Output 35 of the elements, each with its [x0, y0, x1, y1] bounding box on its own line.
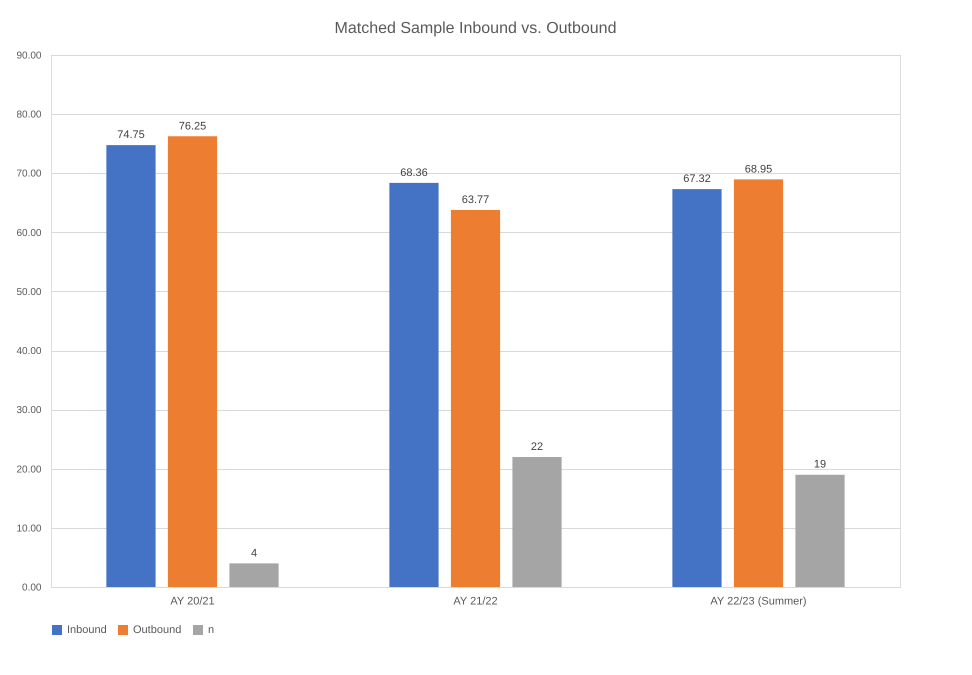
data-label: 67.32 [683, 173, 711, 186]
y-tick-label: 90.00 [16, 50, 42, 62]
bar [450, 210, 500, 587]
legend-label: Inbound [67, 624, 107, 636]
data-label: 4 [250, 547, 258, 560]
data-label: 68.36 [400, 166, 428, 179]
bar [389, 182, 439, 587]
bar [512, 456, 562, 587]
data-label: 76.25 [178, 120, 206, 132]
y-tick-label: 30.00 [16, 405, 42, 416]
bar [672, 189, 722, 587]
y-tick-label: 80.00 [16, 110, 42, 121]
bar [106, 145, 156, 587]
data-label: 74.75 [117, 129, 145, 142]
bar [734, 179, 784, 587]
y-tick-label: 40.00 [16, 346, 42, 358]
y-tick-label: 20.00 [16, 464, 42, 476]
data-label: 63.77 [462, 194, 490, 206]
data-label: 22 [530, 440, 544, 453]
bar [795, 474, 845, 587]
x-tick-label: AY 22/23 (Summer) [710, 596, 807, 608]
legend-label: Outbound [133, 624, 182, 636]
y-tick-label: 0.00 [22, 582, 42, 594]
y-tick-label: 50.00 [16, 286, 42, 298]
data-label: 19 [814, 458, 826, 471]
bar [229, 563, 279, 587]
x-tick-label: AY 20/21 [170, 596, 215, 608]
bar [168, 136, 218, 587]
y-tick-label: 60.00 [16, 228, 42, 239]
y-tick-label: 70.00 [16, 168, 42, 180]
legend-label: n [208, 624, 214, 636]
data-label: 68.95 [744, 163, 772, 176]
x-tick-label: AY 21/22 [453, 596, 498, 608]
chart-title: Matched Sample Inbound vs. Outbound [334, 20, 616, 37]
y-tick-label: 10.00 [16, 523, 42, 534]
